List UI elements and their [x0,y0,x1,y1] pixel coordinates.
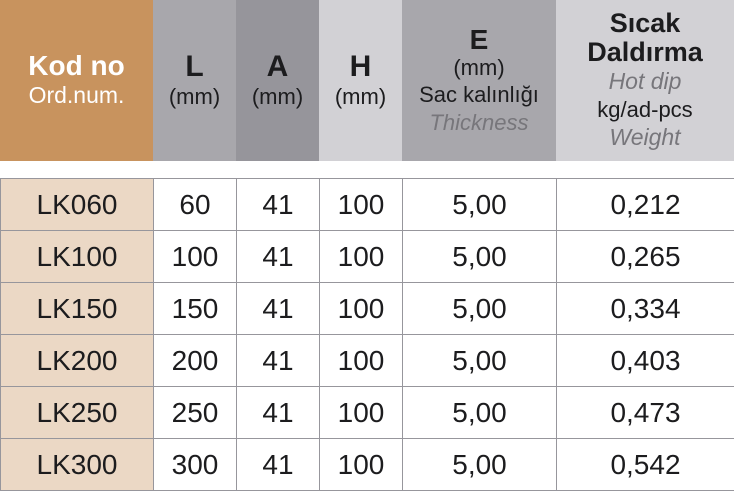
cell-a: 41 [236,282,320,335]
cell-h: 100 [319,282,403,335]
header-weight-subtitle-en: Hot dip [608,68,682,95]
cell-weight: 0,265 [556,230,734,283]
header-col-e: E (mm) Sac kalınlığı Thickness [402,0,556,161]
cell-kod: LK060 [0,178,154,231]
header-weight-unit: kg/ad-pcs [597,96,693,122]
cell-e: 5,00 [402,386,557,439]
cell-kod: LK100 [0,230,154,283]
cell-a: 41 [236,386,320,439]
cell-h: 100 [319,230,403,283]
data-table: LK060 60 41 100 5,00 0,212 LK100 100 41 … [0,178,734,491]
table-row: LK250 250 41 100 5,00 0,473 [0,386,734,439]
cell-e: 5,00 [402,178,557,231]
table-row: LK060 60 41 100 5,00 0,212 [0,178,734,231]
header-weight-title: Sıcak Daldırma [587,7,703,67]
header-a-unit: (mm) [251,83,304,109]
header-kod-title: Kod no [28,50,125,82]
cell-l: 100 [153,230,237,283]
table-row: LK300 300 41 100 5,00 0,542 [0,438,734,491]
header-e-letter: E [469,23,489,55]
table-row: LK150 150 41 100 5,00 0,334 [0,282,734,335]
cell-l: 250 [153,386,237,439]
cell-kod: LK150 [0,282,154,335]
header-col-h: H (mm) [319,0,402,161]
cell-h: 100 [319,386,403,439]
cell-a: 41 [236,438,320,491]
header-col-l: L (mm) [153,0,236,161]
header-col-kod-no: Kod no Ord.num. [0,0,153,161]
cell-a: 41 [236,178,320,231]
cell-h: 100 [319,438,403,491]
cell-weight: 0,403 [556,334,734,387]
header-l-letter: L [185,50,204,83]
cell-h: 100 [319,178,403,231]
cell-l: 300 [153,438,237,491]
cell-l: 60 [153,178,237,231]
header-l-unit: (mm) [168,83,221,109]
cell-l: 200 [153,334,237,387]
header-h-letter: H [349,50,372,83]
header-col-weight: Sıcak Daldırma Hot dip kg/ad-pcs Weight [556,0,734,161]
cell-weight: 0,473 [556,386,734,439]
cell-l: 150 [153,282,237,335]
cell-a: 41 [236,334,320,387]
cell-kod: LK300 [0,438,154,491]
cell-kod: LK200 [0,334,154,387]
table-header: Kod no Ord.num. L (mm) A (mm) H (mm) E (… [0,0,734,161]
cell-weight: 0,542 [556,438,734,491]
cell-e: 5,00 [402,230,557,283]
cell-weight: 0,334 [556,282,734,335]
header-col-a: A (mm) [236,0,319,161]
cell-e: 5,00 [402,438,557,491]
cell-kod: LK250 [0,386,154,439]
table-row: LK100 100 41 100 5,00 0,265 [0,230,734,283]
cell-e: 5,00 [402,282,557,335]
header-weight-desc-en: Weight [609,124,681,151]
header-e-desc-tr: Sac kalınlığı [419,82,539,108]
header-e-desc-en: Thickness [429,109,529,135]
cell-h: 100 [319,334,403,387]
header-e-unit: (mm) [453,54,505,80]
cell-a: 41 [236,230,320,283]
cell-weight: 0,212 [556,178,734,231]
header-kod-subtitle: Ord.num. [28,82,125,109]
table-row: LK200 200 41 100 5,00 0,403 [0,334,734,387]
cell-e: 5,00 [402,334,557,387]
header-a-letter: A [266,50,289,83]
header-h-unit: (mm) [334,83,387,109]
